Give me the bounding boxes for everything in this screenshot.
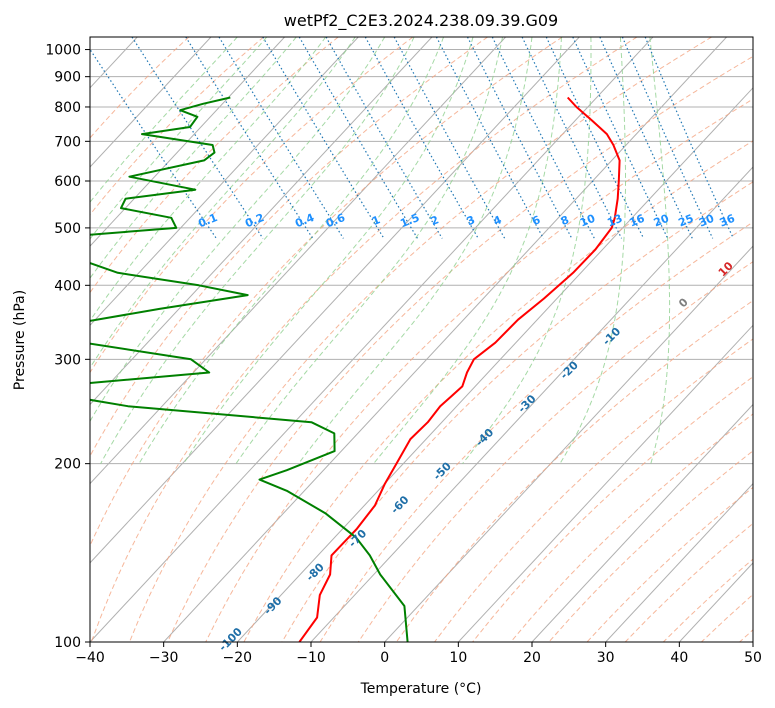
y-tick-label: 1000 <box>45 43 81 59</box>
y-tick-label: 900 <box>54 70 81 86</box>
moist-adiabat-line <box>90 37 297 280</box>
isotherm-line <box>384 245 753 642</box>
dry-adiabat-line <box>90 37 488 458</box>
moist-adiabat-line <box>90 37 238 204</box>
mixing-ratio-label: 13 <box>605 212 624 230</box>
moist-adiabat-line <box>90 37 356 369</box>
dry-adiabat-line <box>472 376 753 642</box>
moist-adiabat-line <box>298 37 533 464</box>
moist-adiabat-line <box>100 37 415 464</box>
mixing-ratio-line <box>393 37 506 239</box>
dewpoint-profile-line <box>90 96 409 642</box>
y-tick-label: 600 <box>54 174 81 190</box>
moist-adiabat-line <box>90 37 386 423</box>
moist-adiabat-line <box>183 37 474 464</box>
mixing-ratio-line <box>364 37 479 239</box>
isotherm-line <box>90 37 433 406</box>
mixing-ratio-label: 3 <box>465 213 477 228</box>
mixing-ratio-label: 8 <box>559 213 571 228</box>
x-tick-label: 40 <box>670 650 688 666</box>
sounding-profiles <box>90 96 621 642</box>
x-tick-label: −10 <box>296 650 326 666</box>
y-tick-label: 200 <box>54 457 81 473</box>
mixing-ratio-line <box>521 37 623 239</box>
mixing-ratio-line <box>90 48 217 239</box>
mixing-ratio-line <box>325 37 443 239</box>
mixing-ratio-line <box>599 37 693 239</box>
isotherm-line <box>90 37 285 247</box>
dry-adiabat-line <box>205 98 753 642</box>
isotherm-line <box>457 324 753 642</box>
moist-adiabat-line <box>90 37 268 240</box>
moist-adiabat-line <box>90 37 327 322</box>
y-tick-label: 300 <box>54 352 81 368</box>
isotherm-line <box>90 37 580 564</box>
mixing-ratio-label: 25 <box>676 212 695 230</box>
mixing-ratio-line <box>644 37 734 239</box>
mixing-ratio-label: 1 <box>370 213 382 228</box>
mixing-ratio-label: 10 <box>578 212 597 230</box>
dry-adiabat-line <box>90 37 638 642</box>
x-tick-label: −40 <box>75 650 105 666</box>
y-tick-label: 800 <box>54 100 81 116</box>
dry-adiabat-line <box>167 55 753 642</box>
dry-adiabat-line <box>129 37 712 642</box>
y-axis-label: Pressure (hPa) <box>12 290 28 390</box>
x-tick-label: 10 <box>449 650 467 666</box>
mixing-ratio-label: 36 <box>718 212 737 230</box>
moist-adiabat-line <box>649 37 671 464</box>
x-tick-label: −30 <box>149 650 179 666</box>
temperature-profile-line <box>298 96 621 642</box>
x-tick-label: 30 <box>597 650 615 666</box>
mixing-ratio-label: 20 <box>652 212 671 230</box>
axes: −40 −30 −20 −10 0 10 20 30 40 50 100 200 300 400 500 60… <box>45 43 762 666</box>
y-tick-label: 500 <box>54 221 81 237</box>
chart-title: wetPf2_C2E3.2024.238.09.39.G09 <box>284 11 558 31</box>
isotherm-line <box>163 37 727 642</box>
dry-adiabat-line <box>90 37 563 547</box>
isotherm-line <box>90 37 359 327</box>
mixing-ratio-label: 30 <box>697 212 716 230</box>
x-axis-label: Temperature (°C) <box>360 681 482 697</box>
mixing-ratio-line <box>621 37 714 239</box>
dry-adiabat-line <box>243 140 753 642</box>
isotherm-line <box>531 403 753 642</box>
dry-adiabat-line <box>90 37 414 374</box>
isotherm-line <box>605 482 753 642</box>
mixing-ratio-line <box>131 37 264 239</box>
x-tick-label: 0 <box>380 650 389 666</box>
mixing-ratio-line <box>262 37 385 239</box>
plot-frame <box>89 36 754 643</box>
moist-adiabat-line <box>138 37 445 464</box>
x-tick-label: −20 <box>223 650 253 666</box>
y-tick-label: 100 <box>54 635 81 651</box>
isotherm-line <box>90 37 212 168</box>
mixing-ratio-line <box>185 37 314 239</box>
y-tick-label: 400 <box>54 278 81 294</box>
isotherm-line <box>236 87 753 642</box>
dry-adiabat-line <box>434 338 753 642</box>
mixing-ratio-label: 2 <box>429 213 441 228</box>
dry-adiabat-line <box>281 181 753 642</box>
mixing-ratio-label: 16 <box>627 212 646 230</box>
dry-adiabat-line <box>90 37 264 216</box>
mixing-ratio-line <box>491 37 595 239</box>
y-tick-label: 700 <box>54 134 81 150</box>
x-tick-label: 20 <box>523 650 541 666</box>
moist-adiabat-line <box>559 37 626 464</box>
mixing-ratio-line <box>218 37 344 239</box>
dry-adiabat-line <box>357 261 753 642</box>
x-tick-label: 50 <box>744 650 762 666</box>
isotherm-line <box>90 37 506 485</box>
isotherm-line <box>90 37 654 642</box>
dry-adiabat-line <box>90 37 190 139</box>
mixing-ratio-line <box>298 37 419 239</box>
